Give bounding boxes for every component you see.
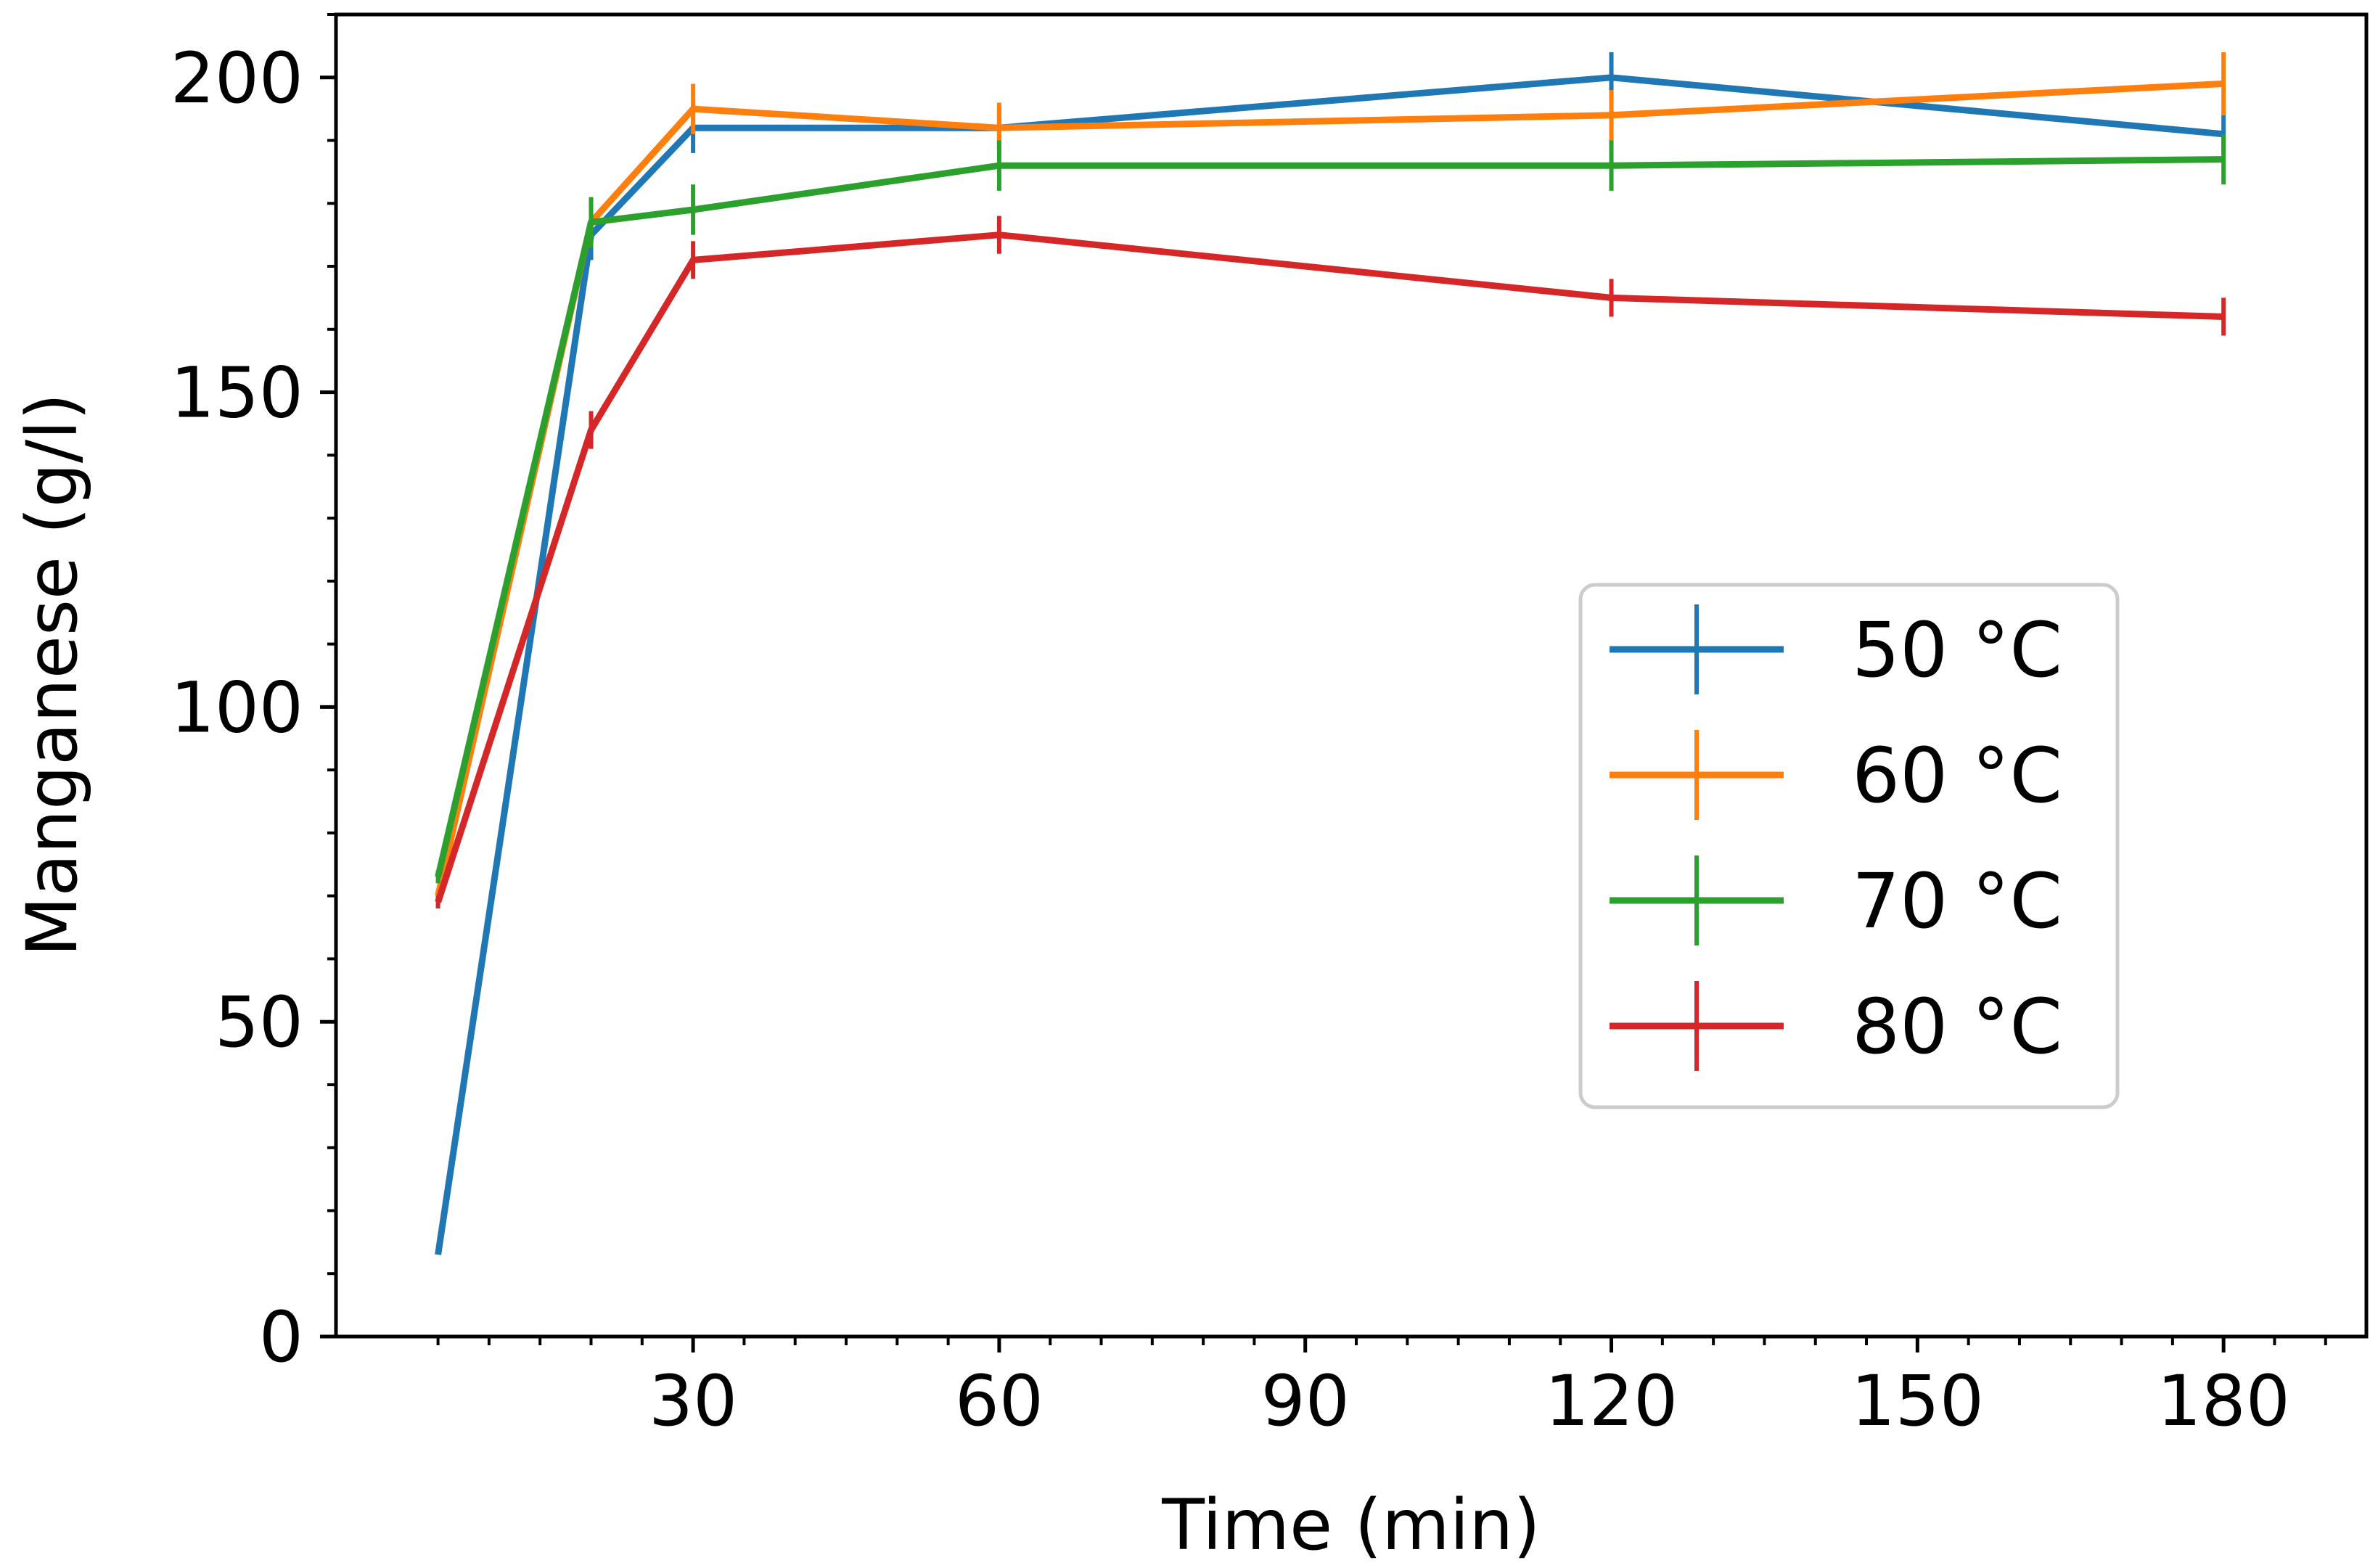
series-line bbox=[435, 231, 2224, 903]
major-ticks bbox=[320, 75, 2226, 1352]
y-tick-label: 50 bbox=[215, 982, 303, 1063]
legend: 50 °C 60 °C 70 °C 80 °C bbox=[1578, 583, 2120, 1109]
x-tick-label: 60 bbox=[955, 1360, 1044, 1442]
x-tick-label: 180 bbox=[2157, 1360, 2290, 1442]
legend-label: 50 °C bbox=[1852, 606, 2062, 694]
y-axis-title: Manganese (g/l) bbox=[12, 393, 93, 957]
series-3 bbox=[435, 134, 2226, 884]
series-line bbox=[435, 156, 2224, 878]
y-tick-label: 200 bbox=[171, 38, 303, 119]
x-tick-label: 120 bbox=[1545, 1360, 1678, 1442]
y-tick-label: 100 bbox=[171, 667, 303, 748]
legend-item-3: 70 °C bbox=[1610, 855, 2062, 945]
legend-items: 50 °C 60 °C 70 °C 80 °C bbox=[1610, 604, 2062, 1071]
legend-frame bbox=[1578, 583, 2120, 1109]
series-4 bbox=[435, 216, 2226, 909]
series-layer bbox=[435, 52, 2226, 1255]
legend-label: 60 °C bbox=[1852, 731, 2062, 820]
x-axis-title: Time (min) bbox=[1161, 1485, 1540, 1566]
series-line bbox=[435, 74, 2224, 1255]
legend-label: 70 °C bbox=[1852, 857, 2062, 945]
x-tick-label: 150 bbox=[1851, 1360, 1984, 1442]
y-tick-label: 150 bbox=[171, 353, 303, 434]
legend-item-4: 80 °C bbox=[1610, 981, 2062, 1071]
legend-item-1: 50 °C bbox=[1610, 604, 2062, 694]
y-tick-label: 0 bbox=[259, 1297, 303, 1378]
x-tick-label: 30 bbox=[649, 1360, 737, 1442]
legend-item-2: 60 °C bbox=[1610, 730, 2062, 820]
tick-labels: 30 60 90 120 150 180 0 50 100 150 200 bbox=[171, 38, 2290, 1442]
plot-area-frame bbox=[334, 12, 2369, 1339]
legend-label: 80 °C bbox=[1852, 982, 2062, 1071]
x-tick-label: 90 bbox=[1261, 1360, 1350, 1442]
